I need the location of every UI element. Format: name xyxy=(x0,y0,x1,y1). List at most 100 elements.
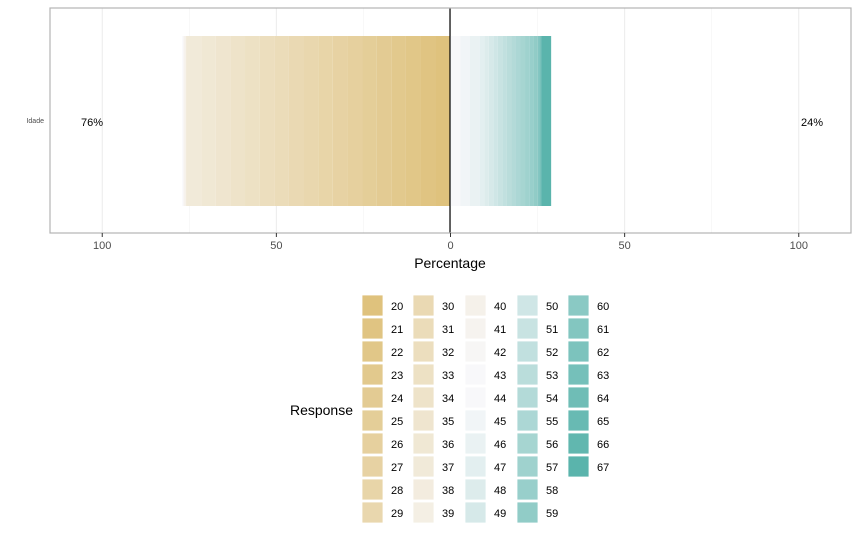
bar-segment-55 xyxy=(515,36,521,206)
bar-segment-29 xyxy=(303,36,319,206)
legend-swatch-65 xyxy=(567,409,590,432)
legend-label-38: 38 xyxy=(442,485,454,497)
bar-segment-65 xyxy=(540,36,541,206)
x-axis-title: Percentage xyxy=(414,255,486,271)
legend-swatch-28 xyxy=(361,478,384,501)
bar-segment-53 xyxy=(506,36,512,206)
bar-segment-52 xyxy=(502,36,507,206)
legend-swatch-31 xyxy=(412,317,435,340)
legend-label-60: 60 xyxy=(597,301,609,313)
bar-segment-57 xyxy=(525,36,530,206)
legend-swatch-60 xyxy=(567,294,590,317)
legend-label-31: 31 xyxy=(442,324,454,336)
bar-segment-59 xyxy=(533,36,537,206)
legend-label-57: 57 xyxy=(546,462,558,474)
bar-segment-34 xyxy=(230,36,246,206)
bar-segment-62 xyxy=(537,36,539,206)
bar-segment-67 xyxy=(541,36,552,206)
legend-swatch-53 xyxy=(516,363,539,386)
x-tick-label: 0 xyxy=(447,240,453,252)
legend-label-28: 28 xyxy=(391,485,403,497)
legend-label-37: 37 xyxy=(442,462,454,474)
bar-segment-35 xyxy=(215,36,231,206)
bar-segment-51 xyxy=(497,36,503,206)
legend-swatch-22 xyxy=(361,340,384,363)
legend-label-23: 23 xyxy=(391,370,403,382)
legend-label-35: 35 xyxy=(442,416,454,428)
legend-swatch-66 xyxy=(567,432,590,455)
legend-label-34: 34 xyxy=(442,393,454,405)
bar-segment-60 xyxy=(536,36,538,206)
legend-label-22: 22 xyxy=(391,347,403,359)
bar-segment-64 xyxy=(539,36,541,206)
legend-title: Response xyxy=(290,402,353,418)
legend-label-56: 56 xyxy=(546,439,558,451)
bar-segment-25 xyxy=(362,36,377,206)
legend-swatch-47 xyxy=(464,455,487,478)
legend-label-62: 62 xyxy=(597,347,609,359)
bar-segment-30 xyxy=(288,36,304,206)
legend: 20 21 22 23 24 25 26 27 28 29 30 31 32 33 34 35 36 37 38 39… xyxy=(361,294,609,524)
x-tick-label: 100 xyxy=(790,240,808,252)
legend-label-48: 48 xyxy=(494,485,506,497)
bar-segments xyxy=(182,36,552,206)
legend-label-46: 46 xyxy=(494,439,506,451)
legend-label-24: 24 xyxy=(391,393,403,405)
legend-swatch-20 xyxy=(361,294,384,317)
legend-label-51: 51 xyxy=(546,324,558,336)
legend-label-30: 30 xyxy=(442,301,454,313)
bar-segment-46 xyxy=(470,36,480,206)
legend-label-50: 50 xyxy=(546,301,558,313)
legend-swatch-39 xyxy=(412,501,435,524)
x-tick-label: 100 xyxy=(93,240,111,252)
legend-label-27: 27 xyxy=(391,462,403,474)
bar-segment-20 xyxy=(435,36,451,206)
bar-segment-36 xyxy=(201,36,216,206)
legend-swatch-34 xyxy=(412,386,435,409)
legend-swatch-54 xyxy=(516,386,539,409)
legend-swatch-49 xyxy=(464,501,487,524)
legend-swatch-37 xyxy=(412,455,435,478)
bar-segment-24 xyxy=(376,36,392,206)
bar-segment-61 xyxy=(537,36,538,206)
bar-segment-48 xyxy=(484,36,489,206)
legend-swatch-46 xyxy=(464,432,487,455)
legend-swatch-48 xyxy=(464,478,487,501)
bar-segment-45 xyxy=(460,36,471,206)
bar-segment-31 xyxy=(274,36,289,206)
legend-label-65: 65 xyxy=(597,416,609,428)
bar-segment-66 xyxy=(540,36,542,206)
bar-segment-27 xyxy=(332,36,348,206)
legend-swatch-50 xyxy=(516,294,539,317)
bar-segment-37 xyxy=(186,36,202,206)
legend-swatch-51 xyxy=(516,317,539,340)
legend-swatch-55 xyxy=(516,409,539,432)
bar-segment-49 xyxy=(488,36,494,206)
legend-swatch-42 xyxy=(464,340,487,363)
bar-segment-23 xyxy=(391,36,406,206)
legend-label-52: 52 xyxy=(546,347,558,359)
legend-label-42: 42 xyxy=(494,347,506,359)
legend-swatch-45 xyxy=(464,409,487,432)
legend-swatch-64 xyxy=(567,386,590,409)
bar-segment-63 xyxy=(538,36,540,206)
legend-swatch-32 xyxy=(412,340,435,363)
legend-label-58: 58 xyxy=(546,485,558,497)
legend-swatch-56 xyxy=(516,432,539,455)
bar-segment-22 xyxy=(405,36,421,206)
bar-segment-58 xyxy=(529,36,534,206)
bar-segment-50 xyxy=(493,36,498,206)
legend-swatch-33 xyxy=(412,363,435,386)
legend-label-67: 67 xyxy=(597,462,609,474)
right-percentage-label: 24% xyxy=(801,117,823,129)
legend-swatch-44 xyxy=(464,386,487,409)
legend-swatch-63 xyxy=(567,363,590,386)
bar-segment-56 xyxy=(520,36,526,206)
legend-swatch-24 xyxy=(361,386,384,409)
legend-swatch-43 xyxy=(464,363,487,386)
legend-swatch-59 xyxy=(516,501,539,524)
bar-segment-47 xyxy=(479,36,485,206)
legend-swatch-38 xyxy=(412,478,435,501)
legend-label-45: 45 xyxy=(494,416,506,428)
